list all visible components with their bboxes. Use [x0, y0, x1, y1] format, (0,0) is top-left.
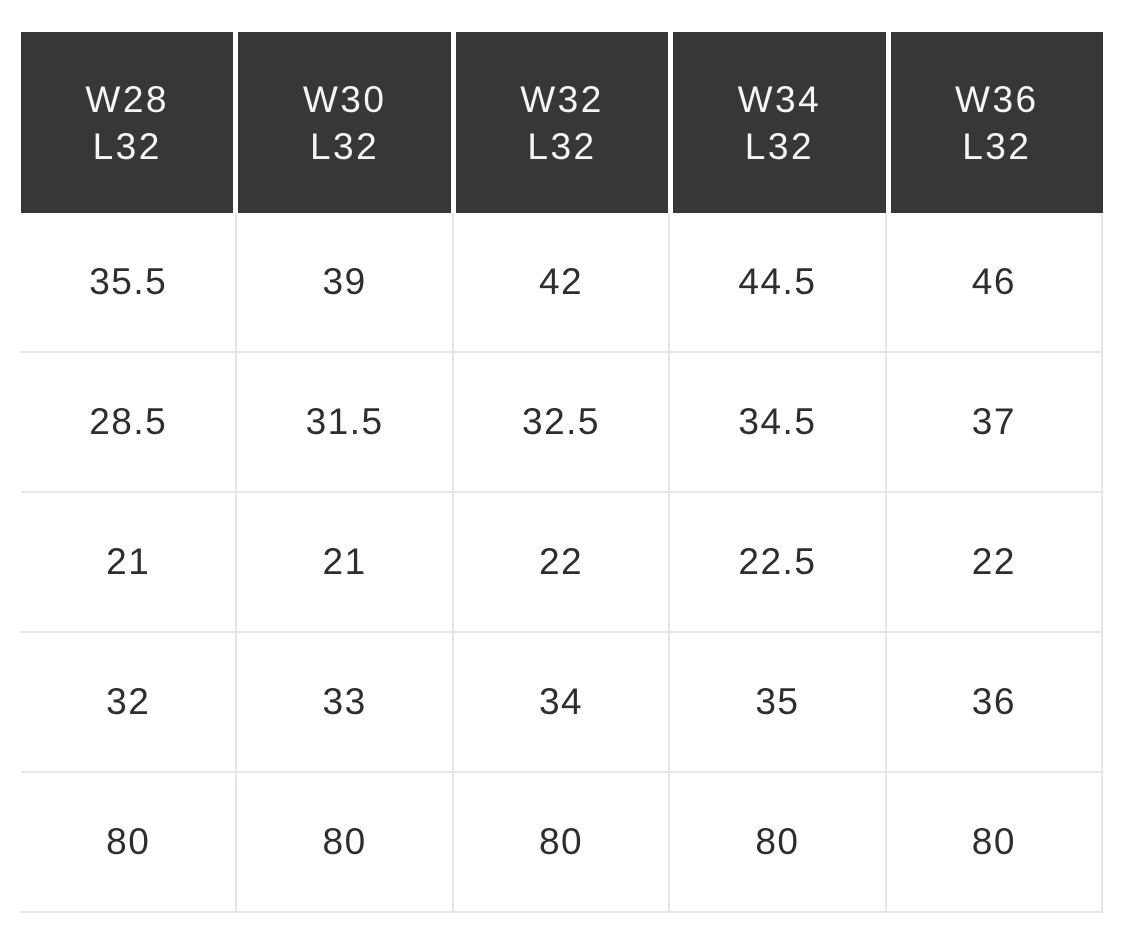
- size-value-cell: 34: [453, 633, 671, 773]
- size-value-cell: 34.5: [670, 353, 887, 493]
- table-row: 80 80 80 80 80: [21, 773, 1104, 913]
- size-value-cell: 32.5: [453, 353, 671, 493]
- column-header-w36-l32: W36 L32: [890, 32, 1104, 213]
- size-value-cell: 36: [886, 633, 1104, 773]
- size-value-cell: 80: [453, 773, 671, 913]
- size-value-cell: 39: [237, 213, 454, 353]
- waist-size-label: W30: [302, 78, 387, 120]
- waist-size-label: W32: [520, 78, 604, 120]
- column-header-w32-l32: W32 L32: [455, 32, 674, 213]
- size-value-cell: 28.5: [21, 353, 238, 493]
- length-size-label: L32: [527, 125, 597, 167]
- size-value-cell: 80: [670, 773, 887, 913]
- size-value-cell: 44.5: [670, 213, 887, 353]
- size-value-cell: 22: [453, 493, 671, 633]
- size-value-cell: 35.5: [21, 213, 238, 353]
- size-value-cell: 32: [21, 633, 238, 773]
- waist-size-label: W34: [737, 78, 822, 120]
- size-value-cell: 35: [670, 633, 887, 773]
- table-row: 21 21 22 22.5 22: [21, 493, 1104, 633]
- size-chart-header-row: W28 L32 W30 L32 W32 L32 W34 L32 W36 L32: [21, 32, 1104, 213]
- table-row: 28.5 31.5 32.5 34.5 37: [21, 353, 1104, 493]
- size-value-cell: 21: [237, 493, 454, 633]
- size-value-cell: 80: [21, 773, 238, 913]
- size-value-cell: 42: [453, 213, 671, 353]
- size-chart-table: W28 L32 W30 L32 W32 L32 W34 L32 W36 L32 …: [21, 32, 1104, 913]
- size-value-cell: 31.5: [237, 353, 454, 493]
- length-size-label: L32: [92, 125, 162, 167]
- length-size-label: L32: [309, 125, 380, 167]
- size-value-cell: 46: [886, 213, 1104, 353]
- size-value-cell: 21: [21, 493, 238, 633]
- waist-size-label: W28: [85, 78, 169, 120]
- size-value-cell: 22: [886, 493, 1104, 633]
- size-value-cell: 80: [886, 773, 1104, 913]
- size-value-cell: 80: [237, 773, 454, 913]
- length-size-label: L32: [962, 125, 1032, 167]
- table-row: 32 33 34 35 36: [21, 633, 1104, 773]
- waist-size-label: W36: [955, 78, 1039, 120]
- size-value-cell: 22.5: [670, 493, 887, 633]
- length-size-label: L32: [744, 125, 815, 167]
- column-header-w30-l32: W30 L32: [238, 32, 456, 213]
- column-header-w28-l32: W28 L32: [21, 32, 239, 213]
- column-header-w34-l32: W34 L32: [673, 32, 891, 213]
- size-value-cell: 37: [886, 353, 1104, 493]
- table-row: 35.5 39 42 44.5 46: [21, 213, 1104, 353]
- size-value-cell: 33: [237, 633, 454, 773]
